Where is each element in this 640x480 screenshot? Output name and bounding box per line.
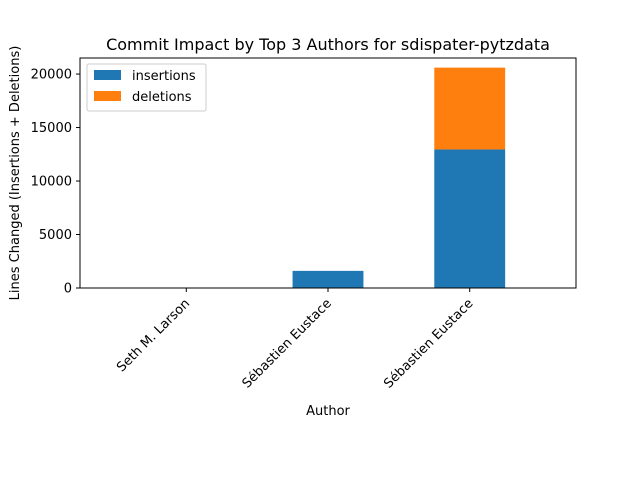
x-axis: Seth M. Larson Sébastien Eustace Sébastien… [114,288,477,392]
x-tick-label: Sébastien Eustace [240,296,335,391]
y-tick-label: 5000 [39,228,72,243]
x-axis-title: Author [306,404,350,419]
bars-group [150,67,506,288]
bar-insertions-1 [292,270,364,288]
y-tick-label: 15000 [31,121,72,136]
bar-insertions-2 [434,149,506,288]
legend: insertions deletions [86,63,207,112]
legend-label-deletions: deletions [132,90,192,105]
legend-swatch-deletions [94,91,121,101]
y-axis-title: Lines Changed (Insertions + Deletions) [8,46,23,301]
x-tick-label: Sébastien Eustace [381,296,476,391]
y-tick-label: 20000 [31,68,72,83]
bar-deletions-2 [434,67,506,150]
legend-swatch-insertions [94,70,121,80]
x-tick-label: Seth M. Larson [114,296,193,375]
y-tick-label: 0 [64,282,72,297]
y-tick-label: 10000 [31,175,72,190]
legend-label-insertions: insertions [132,69,196,84]
y-axis: 0 5000 10000 15000 20000 [31,68,80,297]
chart-title: Commit Impact by Top 3 Authors for sdisp… [106,35,550,54]
